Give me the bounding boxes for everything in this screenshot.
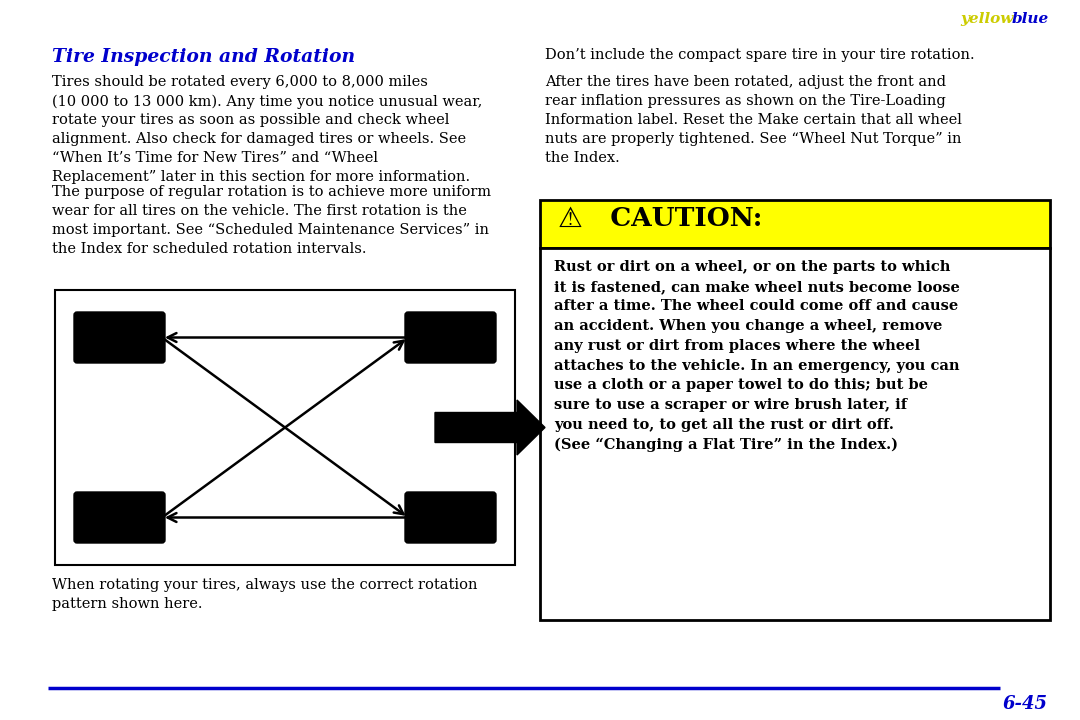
FancyBboxPatch shape — [75, 492, 165, 543]
Text: blue: blue — [1012, 12, 1050, 26]
Bar — [55, 290, 515, 565]
Text: The purpose of regular rotation is to achieve more uniform
wear for all tires on: The purpose of regular rotation is to ac… — [52, 185, 491, 256]
FancyBboxPatch shape — [75, 312, 165, 363]
Bar — [540, 200, 1050, 248]
Text: yellow: yellow — [960, 12, 1013, 26]
Text: Rust or dirt on a wheel, or on the parts to which
it is fastened, can make wheel: Rust or dirt on a wheel, or on the parts… — [554, 260, 960, 452]
Text: ⚠: ⚠ — [558, 205, 583, 233]
Text: When rotating your tires, always use the correct rotation
pattern shown here.: When rotating your tires, always use the… — [52, 578, 477, 611]
Text: 6-45: 6-45 — [1003, 695, 1048, 713]
Text: Tire Inspection and Rotation: Tire Inspection and Rotation — [52, 48, 355, 66]
FancyArrow shape — [435, 400, 545, 455]
Text: CAUTION:: CAUTION: — [592, 206, 762, 231]
FancyBboxPatch shape — [405, 312, 496, 363]
Text: Tires should be rotated every 6,000 to 8,000 miles
(10 000 to 13 000 km). Any ti: Tires should be rotated every 6,000 to 8… — [52, 75, 483, 184]
Text: Don’t include the compact spare tire in your tire rotation.: Don’t include the compact spare tire in … — [545, 48, 974, 62]
Text: After the tires have been rotated, adjust the front and
rear inflation pressures: After the tires have been rotated, adjus… — [545, 75, 962, 165]
FancyBboxPatch shape — [405, 492, 496, 543]
Bar — [540, 248, 1050, 620]
